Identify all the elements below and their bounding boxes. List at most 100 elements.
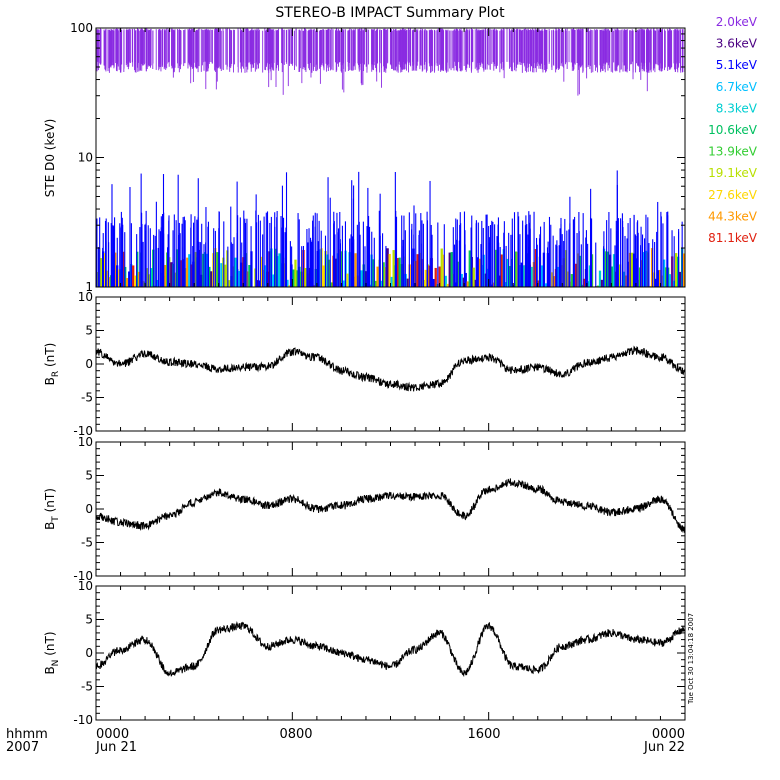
- time-axis-date-label: Jun 22: [643, 740, 685, 755]
- ste-panel: 100 10 1 STE D0 (keV) 2.0keV 3.6keV 5.1keV 6.…: [43, 15, 758, 294]
- ste-low-energy-bar: [274, 248, 277, 287]
- ste-low-energy-bar: [486, 268, 489, 287]
- ste-low-energy-bar: [618, 264, 622, 287]
- y-tick-label: -10: [73, 569, 93, 583]
- ste-low-energy-bar: [176, 249, 179, 287]
- ste-low-energy-bar: [260, 256, 263, 287]
- ste-low-energy-bar: [208, 266, 211, 287]
- legend-entry: 6.7keV: [716, 80, 758, 94]
- ste-low-energy-bar: [364, 271, 367, 287]
- ste-low-energy-bar: [468, 250, 471, 287]
- ste-low-energy-bar: [654, 278, 658, 287]
- ste-low-energy-bar: [206, 253, 209, 287]
- bn-x-ticks: [95, 586, 686, 720]
- ste-low-energy-bar: [514, 251, 518, 287]
- ste-low-energy-bar: [624, 275, 628, 287]
- time-axis-hhmm-label: 0800: [279, 727, 312, 742]
- bn-label-sub: N: [51, 660, 61, 667]
- ste-low-energy-bar: [232, 266, 235, 287]
- ste-low-energy-bar: [444, 275, 447, 287]
- ste-low-energy-bar: [416, 254, 419, 287]
- ste-y-tick-label: 100: [70, 21, 93, 35]
- br-label-sub: R: [51, 371, 61, 377]
- time-axis-date-label: 2007: [6, 740, 39, 755]
- ste-low-energy-bar: [330, 282, 333, 287]
- ste-low-energy-bar: [134, 275, 137, 287]
- ste-low-energy-bar: [114, 252, 117, 287]
- ste-low-energy-bar: [146, 268, 149, 287]
- y-tick-label: -5: [81, 536, 93, 550]
- time-axis-hhmm-label: 1600: [467, 727, 500, 742]
- br-y-axis-label: BR (nT): [43, 343, 61, 386]
- ste-low-energy-bar: [322, 265, 325, 287]
- bt-panel: 10 5 0 -5 -10 BT (nT): [43, 435, 686, 583]
- ste-low-energy-bar: [256, 280, 259, 287]
- ste-low-energy-bar: [662, 259, 666, 287]
- ste-y-tick-label: 10: [78, 151, 93, 165]
- legend-entry: 44.3keV: [708, 209, 758, 223]
- ste-low-energy-bar: [216, 252, 219, 287]
- ste-low-energy-bar: [432, 278, 435, 287]
- y-tick-label: -10: [73, 713, 93, 727]
- bn-plot-frame: [95, 585, 686, 721]
- ste-low-energy-bar: [648, 285, 652, 287]
- legend-entry: 81.1keV: [708, 231, 758, 245]
- br-panel: 10 5 0 -5 -10 BR (nT): [43, 290, 686, 438]
- bn-y-ticks: 10 5 0 -5 -10: [73, 579, 685, 727]
- ste-low-energy-bar: [440, 248, 443, 287]
- legend-entry: 8.3keV: [716, 101, 758, 115]
- bt-y-axis-label: BT (nT): [43, 488, 61, 530]
- ste-low-energy-bar: [234, 257, 237, 287]
- ste-low-energy-bar: [170, 262, 173, 287]
- legend-entry: 27.6keV: [708, 188, 758, 202]
- ste-low-energy-bar: [508, 266, 512, 287]
- bt-x-ticks: [95, 442, 686, 576]
- ste-low-energy-bar: [658, 269, 662, 287]
- ste-low-energy-bar: [682, 253, 686, 287]
- y-tick-label: 0: [85, 646, 93, 660]
- ste-low-energy-bar: [340, 251, 343, 287]
- ste-low-energy-bar: [552, 276, 556, 287]
- y-tick-label: 10: [78, 290, 93, 304]
- ste-low-energy-bar: [238, 270, 241, 287]
- ste-low-energy-bar: [334, 258, 337, 287]
- ste-low-energy-bar: [138, 271, 141, 287]
- bn-label-main: B: [43, 666, 57, 674]
- ste-low-energy-bar: [442, 254, 445, 287]
- ste-low-energy-bar: [438, 266, 441, 287]
- ste-low-energy-bar: [164, 264, 167, 287]
- bn-y-axis-label: BN (nT): [43, 631, 61, 674]
- bt-label-main: B: [43, 522, 57, 530]
- ste-low-energy-bar: [406, 278, 409, 287]
- y-tick-label: 5: [85, 613, 93, 627]
- ste-low-energy-bar: [336, 253, 339, 287]
- ste-low-energy-bar: [522, 265, 526, 287]
- ste-low-energy-bar: [106, 270, 109, 287]
- ste-low-energy-bar: [448, 252, 451, 287]
- ste-low-energy-bar: [608, 254, 612, 287]
- ste-low-energy-bar: [462, 277, 465, 287]
- time-axis-hhmm-label: 0000: [652, 727, 685, 742]
- ste-low-energy-bar: [464, 272, 467, 287]
- ste-low-energy-bar: [128, 271, 131, 287]
- ste-low-energy-bar: [388, 253, 391, 287]
- ste-low-energy-bar: [248, 265, 251, 287]
- ste-low-energy-bar: [372, 259, 375, 287]
- ste-low-energy-bar: [180, 260, 183, 287]
- bn-series-line: [95, 621, 686, 678]
- ste-low-energy-bar: [500, 254, 503, 287]
- legend-entry: 19.1keV: [708, 166, 758, 180]
- plot-title: STEREO-B IMPACT Summary Plot: [275, 5, 505, 21]
- ste-low-energy-bar: [530, 266, 534, 287]
- ste-low-energy-bar: [582, 278, 586, 287]
- bn-label-unit: (nT): [43, 631, 57, 659]
- ste-low-energy-bar: [600, 279, 604, 287]
- ste-low-energy-bar: [570, 274, 574, 287]
- y-tick-label: 0: [85, 502, 93, 516]
- ste-low-energy-bar: [622, 271, 626, 287]
- ste-low-energy-bar: [202, 253, 205, 287]
- ste-low-energy-bar: [186, 257, 189, 287]
- ste-low-energy-bar: [424, 269, 427, 287]
- ste-x-ticks: [95, 28, 686, 287]
- ste-low-energy-bar: [434, 267, 437, 287]
